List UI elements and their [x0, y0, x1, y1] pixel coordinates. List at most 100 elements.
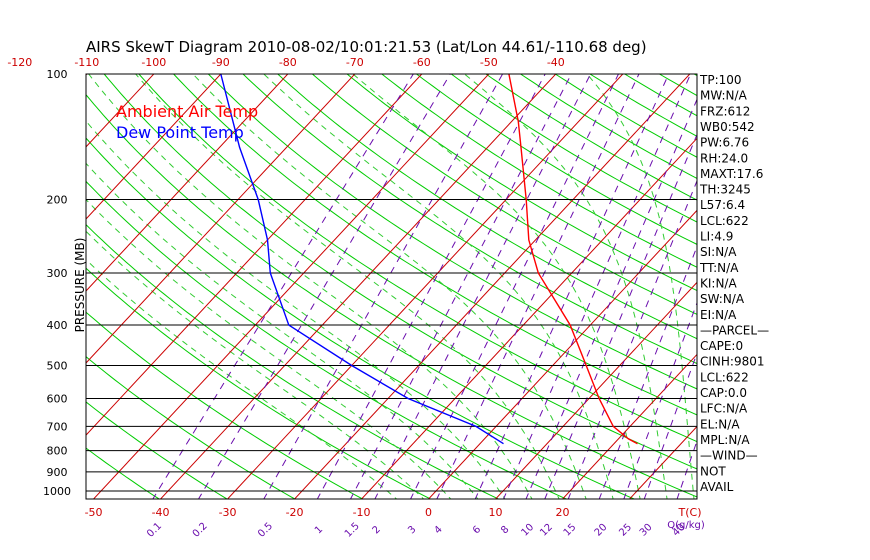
bottom-temp-unit-label: T(C) [678, 506, 702, 519]
moist-adiabat [263, 74, 614, 499]
plot-frame [85, 73, 698, 500]
top-temp-tick-label: -60 [413, 56, 431, 69]
index-entry: MAXT:17.6 [700, 167, 763, 181]
dry-adiabat [86, 311, 364, 499]
pressure-tick-label: 600 [47, 392, 68, 405]
index-entry: —WIND— [700, 449, 758, 463]
mixing-ratio-tick-label: 3 [406, 524, 418, 536]
pressure-tick-label: 100 [47, 68, 68, 81]
top-temp-tick-label: -50 [480, 56, 498, 69]
dry-adiabat [311, 74, 697, 315]
index-entry: TH:3245 [699, 183, 751, 197]
bottom-temp-tick-label: 10 [489, 506, 503, 519]
index-entry: PW:6.76 [700, 136, 749, 150]
index-entry: FRZ:612 [700, 104, 750, 118]
isotherm [360, 137, 697, 499]
mixing-ratio-tick-label: 1 [313, 524, 325, 536]
mixing-ratio-tick-label: 0.2 [191, 521, 210, 540]
index-entry: L57:6.4 [700, 198, 745, 212]
isotherm [86, 74, 222, 220]
background-grid [0, 65, 870, 502]
index-entry: EL:N/A [700, 417, 740, 431]
mixing-ratio-tick-label: 0.5 [256, 521, 275, 540]
dry-adiabat [86, 93, 697, 498]
top-temp-tick-label: -120 [7, 56, 32, 69]
isotherm [828, 65, 870, 502]
isotherm [761, 65, 870, 502]
index-entry: TP:100 [699, 73, 742, 87]
dry-adiabat [849, 65, 870, 502]
bottom-temp-tick-label: 0 [425, 506, 432, 519]
dry-adiabat [381, 74, 697, 268]
dry-adiabat [86, 267, 432, 499]
index-entry: TT:N/A [699, 261, 739, 275]
isotherm [86, 74, 289, 292]
pressure-tick-label: 400 [47, 319, 68, 332]
moist-adiabat [192, 74, 587, 499]
mixing-ratio-line [502, 74, 692, 499]
isotherm [159, 74, 557, 499]
isotherm [92, 74, 490, 499]
isotherm [226, 74, 624, 499]
dry-adiabat [86, 137, 636, 499]
mixing-ratio-line [197, 74, 451, 499]
top-temp-tick-label: -90 [212, 56, 230, 69]
dry-adiabat [415, 74, 697, 245]
mixing-ratio-line [349, 74, 572, 499]
mixing-ratio-line [374, 74, 591, 499]
dry-adiabat [519, 74, 697, 180]
legend-ambient-air-temp: Ambient Air Temp [116, 102, 258, 121]
legend-dew-point-temp: Dew Point Temp [116, 123, 244, 142]
index-entry: KI:N/A [700, 276, 737, 290]
mixing-ratio-line [436, 74, 640, 499]
moist-adiabat [135, 74, 560, 499]
mixing-ratio-line [152, 74, 414, 499]
moist-adiabat [86, 198, 452, 499]
bottom-temp-tick-label: -20 [286, 506, 304, 519]
mixing-ratio-line [676, 439, 697, 499]
dry-adiabat [815, 65, 870, 502]
dry-adiabat [207, 74, 697, 390]
isotherm [86, 74, 423, 436]
mixing-ratio-tick-label: 0.1 [145, 521, 164, 540]
pressure-tick-label: 700 [47, 420, 68, 433]
mixing-ratio-line [316, 74, 546, 499]
bottom-temp-tick-label: 20 [556, 506, 570, 519]
bottom-temp-tick-label: -40 [152, 506, 170, 519]
top-temp-tick-label: -110 [74, 56, 99, 69]
pressure-tick-label: 200 [47, 194, 68, 207]
mixing-ratio-tick-label: 8 [499, 524, 511, 536]
bottom-temp-tick-label: -10 [353, 506, 371, 519]
pressure-tick-label: 900 [47, 466, 68, 479]
isotherm [293, 74, 691, 499]
isotherm [494, 281, 697, 499]
bottom-temp-tick-label: -50 [85, 506, 103, 519]
pressure-tick-label: 1000 [43, 485, 71, 498]
dry-adiabat [172, 74, 697, 416]
dry-adiabat [658, 74, 697, 97]
index-entry: LFC:N/A [700, 402, 748, 416]
dry-adiabat [86, 401, 228, 499]
pressure-tick-label: 300 [47, 267, 68, 280]
mixing-ratio-tick-label: 15 [562, 522, 579, 539]
top-temp-tick-label: -70 [346, 56, 364, 69]
dry-adiabat [86, 223, 500, 499]
mixing-ratio-tick-label: 30 [638, 522, 655, 539]
pressure-tick-label: 500 [47, 359, 68, 372]
moist-adiabat [352, 74, 641, 499]
mixing-ratio-tick-label: 4 [433, 524, 445, 536]
mixing-ratio-tick-label: 1.5 [343, 521, 362, 540]
index-entry: CINH:9801 [700, 355, 765, 369]
isotherm [427, 209, 697, 499]
legend: Ambient Air Temp Dew Point Temp [116, 102, 258, 142]
top-temp-tick-label: -40 [547, 56, 565, 69]
isotherm [0, 65, 28, 502]
index-entry: LCL:622 [700, 214, 749, 228]
dry-adiabat [346, 74, 697, 292]
mixing-ratio-tick-label: 6 [471, 524, 483, 536]
index-entry: MPL:N/A [700, 433, 750, 447]
chart-title: AIRS SkewT Diagram 2010-08-02/10:01:21.5… [86, 38, 647, 56]
dry-adiabat [554, 74, 697, 158]
index-entry: —PARCEL— [700, 323, 769, 337]
